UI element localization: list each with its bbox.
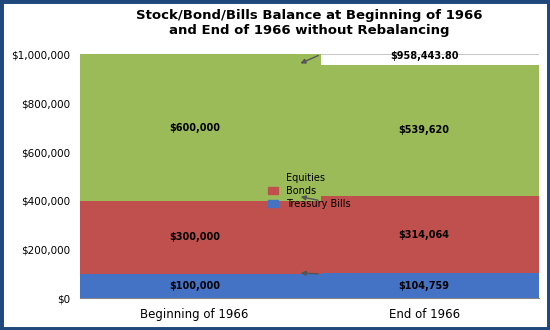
Text: $100,000: $100,000: [169, 281, 220, 291]
Text: $958,443.80: $958,443.80: [390, 51, 458, 61]
Bar: [298, 196, 550, 273]
Text: $314,064: $314,064: [399, 230, 450, 240]
Text: $539,620: $539,620: [399, 125, 450, 135]
Text: $300,000: $300,000: [169, 232, 220, 243]
Text: $104,759: $104,759: [399, 280, 450, 291]
Bar: [298, 273, 550, 298]
Text: $600,000: $600,000: [169, 123, 220, 133]
Bar: [298, 65, 550, 196]
Legend: Equities, Bonds, Treasury Bills: Equities, Bonds, Treasury Bills: [265, 169, 354, 213]
Bar: [68, 274, 321, 298]
Bar: [68, 201, 321, 274]
Title: Stock/Bond/Bills Balance at Beginning of 1966
and End of 1966 without Rebalancin: Stock/Bond/Bills Balance at Beginning of…: [136, 9, 482, 37]
Bar: [68, 54, 321, 201]
